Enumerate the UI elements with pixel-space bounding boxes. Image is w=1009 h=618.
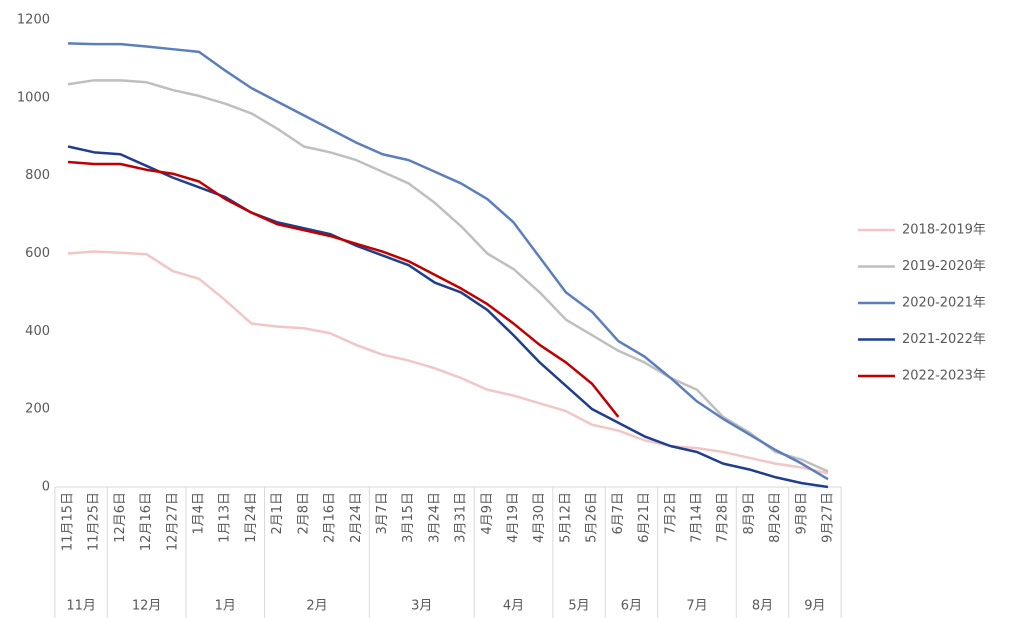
group-label: 4月 xyxy=(503,599,524,614)
x-tick-label: 2月1日 xyxy=(270,492,285,535)
x-tick-label: 9月8日 xyxy=(794,492,809,535)
x-tick-label: 3月7日 xyxy=(375,492,390,535)
group-label: 2月 xyxy=(306,599,327,614)
x-tick-label: 6月7日 xyxy=(611,492,626,535)
group-label: 8月 xyxy=(752,599,773,614)
group-label: 7月 xyxy=(686,599,707,614)
x-tick-label: 7月28日 xyxy=(716,492,731,543)
x-tick-label: 12月16日 xyxy=(139,492,154,551)
group-label: 5月 xyxy=(568,599,589,614)
legend-label: 2018-2019年 xyxy=(902,223,986,238)
x-tick-label: 1月24日 xyxy=(244,492,259,543)
y-tick-label: 400 xyxy=(25,324,50,339)
y-tick-label: 200 xyxy=(25,402,50,417)
x-tick-label: 7月2日 xyxy=(663,492,678,535)
y-tick-label: 0 xyxy=(42,480,50,495)
legend-label: 2020-2021年 xyxy=(902,296,986,311)
group-label: 12月 xyxy=(132,599,162,614)
y-tick-label: 800 xyxy=(25,168,50,183)
series-line xyxy=(67,79,829,473)
x-tick-label: 3月31日 xyxy=(454,492,469,543)
x-tick-label: 2月8日 xyxy=(296,492,311,535)
x-tick-label: 4月30日 xyxy=(532,492,547,543)
x-tick-label: 8月9日 xyxy=(742,492,757,535)
x-tick-label: 3月15日 xyxy=(401,492,416,543)
x-tick-label: 1月13日 xyxy=(218,492,233,543)
x-tick-label: 11月15日 xyxy=(61,492,76,551)
series-line xyxy=(67,250,829,475)
x-tick-label: 4月19日 xyxy=(506,492,521,543)
x-tick-label: 6月21日 xyxy=(637,492,652,543)
x-tick-label: 2月24日 xyxy=(349,492,364,543)
x-tick-label: 1月4日 xyxy=(192,492,207,535)
group-label: 1月 xyxy=(215,599,236,614)
x-tick-label: 2月16日 xyxy=(323,492,338,543)
x-tick-label: 3月24日 xyxy=(427,492,442,543)
legend-label: 2021-2022年 xyxy=(902,332,986,347)
x-tick-label: 8月26日 xyxy=(768,492,783,543)
x-tick-label: 4月9日 xyxy=(480,492,495,535)
x-tick-label: 7月14日 xyxy=(689,492,704,543)
group-label: 6月 xyxy=(621,599,642,614)
series-line xyxy=(67,145,829,489)
x-tick-label: 11月25日 xyxy=(87,492,102,551)
x-tick-label: 5月12日 xyxy=(558,492,573,543)
series-line xyxy=(67,160,620,418)
x-tick-label: 12月27日 xyxy=(165,492,180,551)
series-line xyxy=(67,42,829,481)
y-tick-label: 1000 xyxy=(17,90,50,105)
group-label: 11月 xyxy=(66,599,96,614)
y-tick-label: 1200 xyxy=(17,13,50,28)
group-label: 9月 xyxy=(804,599,825,614)
x-tick-label: 5月26日 xyxy=(585,492,600,543)
x-tick-label: 9月27日 xyxy=(821,492,836,543)
legend-label: 2022-2023年 xyxy=(902,369,986,384)
x-tick-label: 12月6日 xyxy=(113,492,128,543)
group-label: 3月 xyxy=(411,599,432,614)
y-tick-label: 600 xyxy=(25,246,50,261)
legend-label: 2019-2020年 xyxy=(902,259,986,274)
